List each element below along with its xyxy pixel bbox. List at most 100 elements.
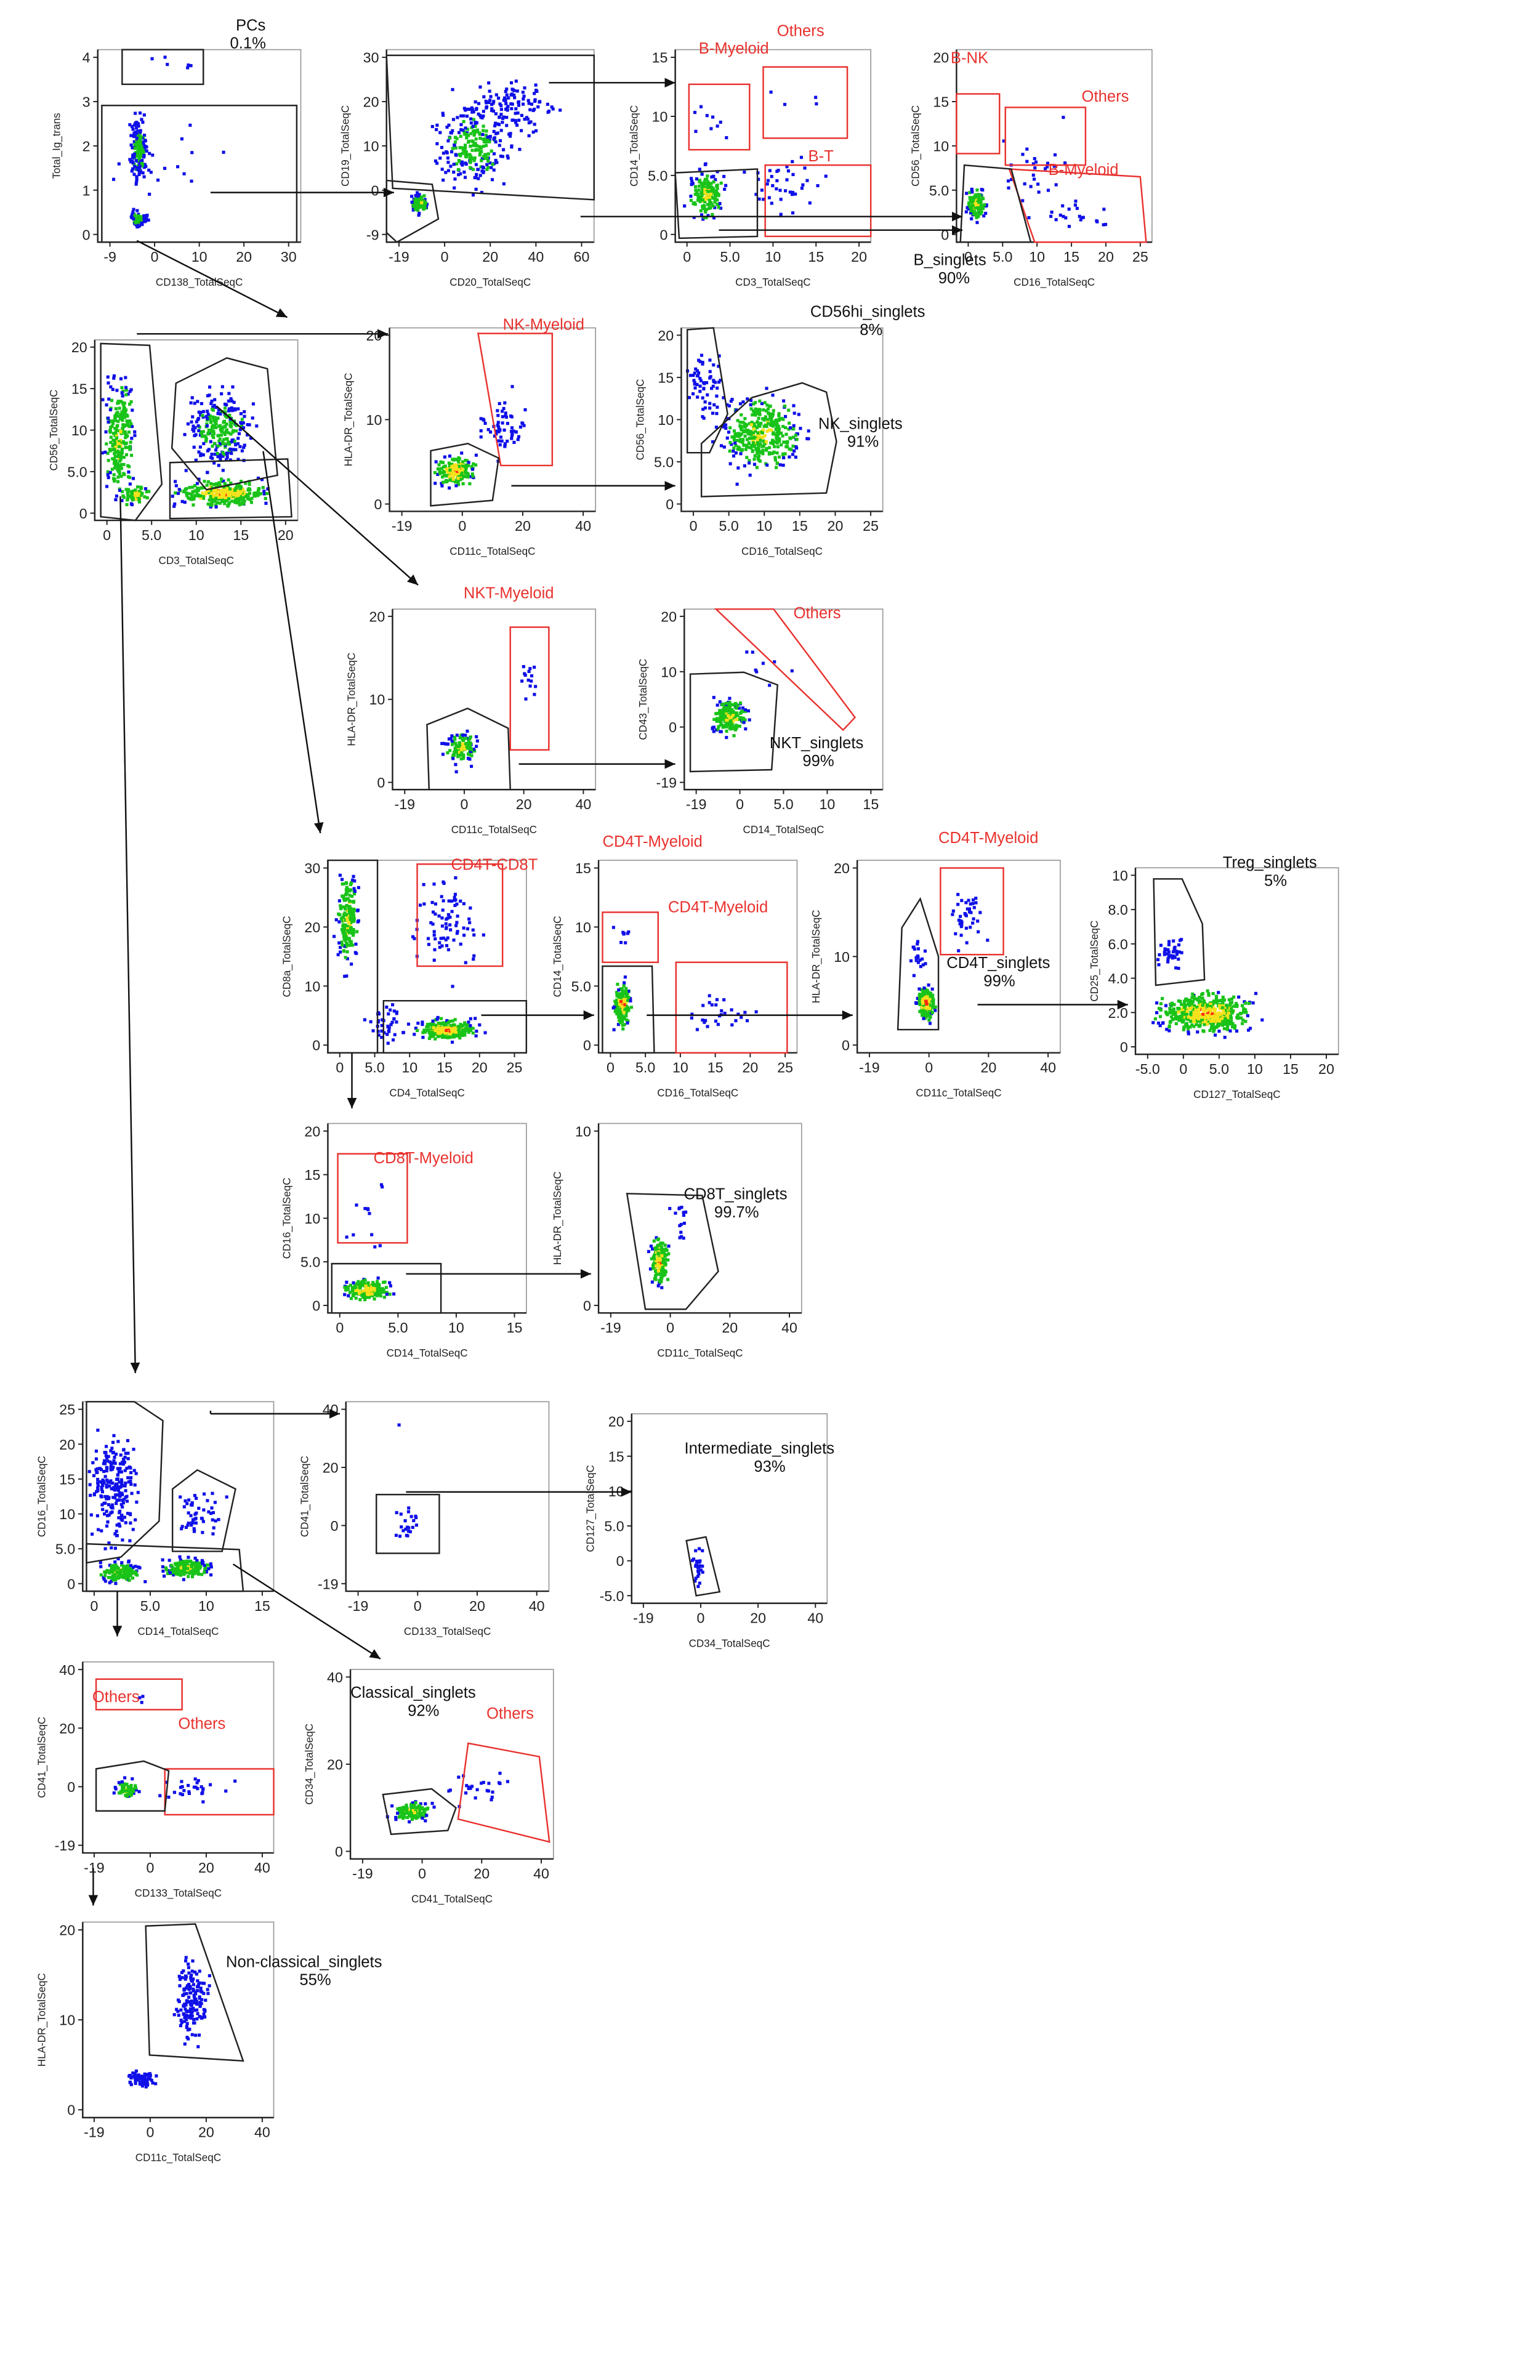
event-dot: [444, 922, 448, 926]
event-dot: [414, 198, 417, 202]
gate-nkt-singlets[interactable]: [689, 671, 779, 773]
event-dot: [1219, 1012, 1222, 1016]
gate-unlabeled[interactable]: [100, 342, 163, 522]
event-dot: [622, 1010, 626, 1014]
gate-cd4t-cd8t[interactable]: [416, 863, 504, 967]
event-dot: [1209, 1005, 1213, 1009]
event-dot: [459, 478, 462, 482]
event-dot: [711, 440, 715, 444]
gate-unlabeled[interactable]: [382, 999, 528, 1054]
gate-unlabeled[interactable]: [101, 105, 298, 243]
event-dot: [522, 97, 525, 101]
event-dot: [350, 962, 353, 966]
event-dot: [1181, 1007, 1185, 1011]
event-dot: [451, 1027, 455, 1031]
event-dot: [975, 201, 980, 204]
gate-b-t[interactable]: [764, 164, 872, 238]
event-dot: [785, 178, 789, 182]
gate-unlabeled[interactable]: [171, 357, 278, 491]
event-dot: [735, 724, 739, 728]
plot-frame: [1135, 867, 1339, 1055]
event-dot: [708, 369, 712, 373]
event-dot: [251, 416, 254, 420]
event-dot: [1180, 938, 1183, 942]
event-dot: [456, 755, 460, 759]
event-dot: [1217, 1022, 1221, 1026]
gate-nk-myeloid[interactable]: [477, 333, 554, 467]
event-dot: [710, 203, 714, 206]
gate-nkt-myeloid[interactable]: [509, 626, 550, 751]
gate-unlabeled[interactable]: [327, 859, 379, 1054]
event-dot: [974, 202, 978, 206]
event-dot: [1166, 960, 1170, 964]
event-dot: [464, 1027, 467, 1030]
event-dot: [777, 414, 781, 418]
event-dot: [203, 480, 206, 483]
gate-pcs[interactable]: [121, 49, 204, 86]
gate-cd4t-singlets[interactable]: [897, 897, 940, 1031]
gate-b-myeloid[interactable]: [688, 83, 751, 151]
gate-others[interactable]: [1004, 107, 1087, 166]
event-dot: [459, 128, 463, 132]
event-dot: [236, 442, 240, 446]
event-dot: [1229, 1016, 1233, 1020]
event-dot: [234, 448, 238, 451]
event-dot: [770, 451, 773, 456]
event-dot: [1204, 1017, 1208, 1020]
event-dot: [453, 898, 456, 902]
gate-unlabeled[interactable]: [602, 965, 655, 1054]
event-dot: [230, 399, 234, 403]
event-dot: [458, 462, 462, 466]
gate-cd4t-myeloid[interactable]: [675, 961, 788, 1054]
event-dot: [743, 425, 746, 429]
gate-label: PCs: [236, 17, 265, 34]
event-dot: [452, 163, 456, 166]
event-dot: [226, 492, 230, 496]
event-dot: [776, 169, 780, 172]
event-dot: [756, 438, 759, 442]
gate-b-myeloid[interactable]: [1008, 168, 1147, 243]
event-dot: [716, 1023, 720, 1027]
gate-cd4t-myeloid[interactable]: [940, 867, 1004, 956]
event-dot: [446, 1021, 450, 1025]
gate-others[interactable]: [762, 66, 849, 139]
event-dot: [1161, 997, 1164, 1001]
event-dot: [712, 379, 716, 382]
event-dot: [750, 443, 754, 447]
event-dot: [730, 1008, 733, 1012]
gate-unlabeled[interactable]: [430, 442, 500, 507]
event-dot: [699, 181, 703, 185]
event-dot: [505, 116, 509, 119]
event-dot: [340, 927, 344, 931]
event-dot: [188, 486, 191, 490]
gate-nk-singlets[interactable]: [700, 382, 837, 498]
event-dot: [131, 477, 135, 480]
event-dot: [200, 401, 203, 405]
gate-unlabeled[interactable]: [385, 179, 440, 243]
event-dot: [742, 429, 746, 432]
event-dot: [484, 134, 488, 137]
event-dot: [704, 1019, 708, 1022]
gate-others[interactable]: [714, 608, 857, 732]
event-dot: [1198, 1020, 1202, 1023]
event-dot: [469, 1024, 472, 1028]
event-dot: [974, 901, 978, 905]
event-dot: [486, 138, 490, 142]
gate-unlabeled[interactable]: [385, 54, 595, 201]
event-dot: [725, 720, 729, 724]
event-dot: [233, 501, 237, 504]
gate-unlabeled[interactable]: [169, 458, 292, 520]
event-dot: [477, 102, 481, 105]
event-dot: [219, 453, 222, 457]
event-dot: [119, 455, 123, 459]
gate-unlabeled[interactable]: [426, 708, 511, 791]
gate-cd56hi-singlets[interactable]: [686, 327, 728, 454]
event-dot: [738, 724, 741, 728]
event-dot: [453, 135, 458, 139]
gate-b-nk[interactable]: [956, 93, 1001, 155]
gate-cd4t-myeloid[interactable]: [602, 911, 659, 963]
event-dot: [224, 490, 228, 494]
event-dot: [485, 167, 489, 171]
y-axis-label: HLA-DR_TotalSeqC: [343, 373, 355, 466]
event-dot: [1235, 1004, 1239, 1008]
